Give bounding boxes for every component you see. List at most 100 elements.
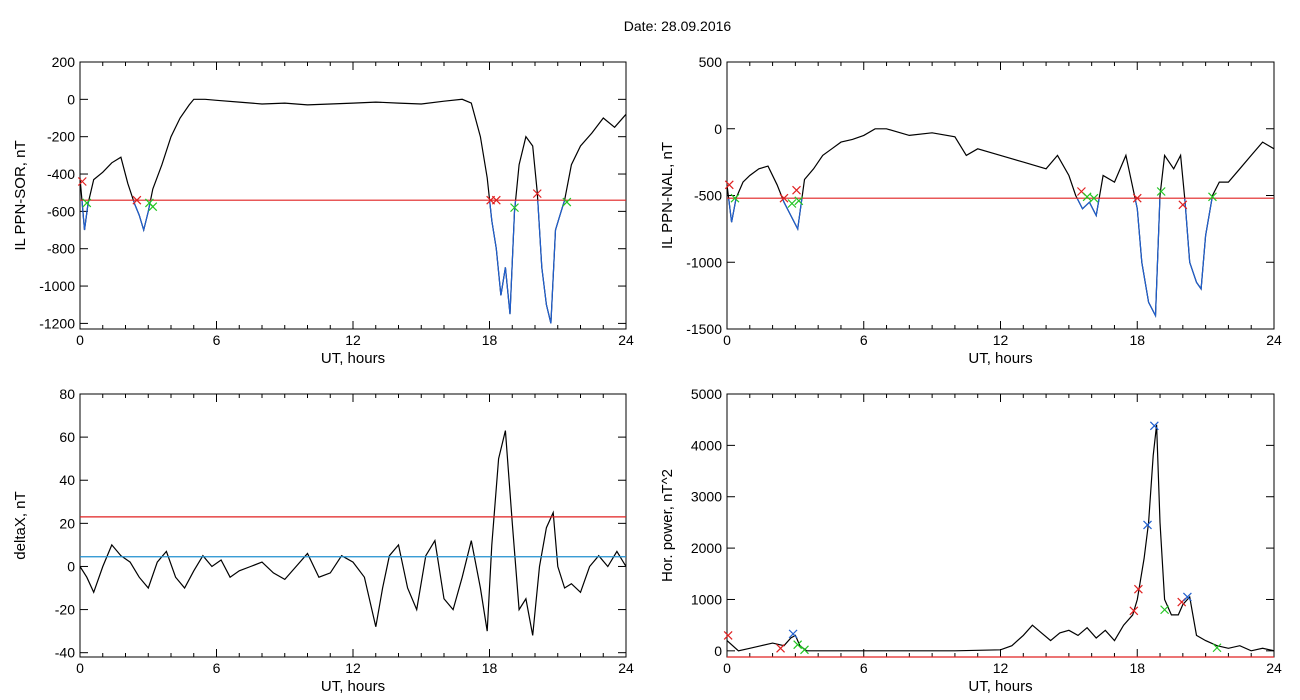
marker-blue [788, 629, 798, 639]
x-tick-label: 12 [993, 660, 1009, 676]
x-tick-label: 12 [993, 332, 1009, 348]
x-tick-label: 24 [1266, 660, 1282, 676]
y-tick-label: 60 [59, 429, 75, 445]
marker-red [491, 195, 501, 205]
marker-green [1089, 193, 1099, 203]
y-tick-label: 200 [52, 54, 76, 70]
y-tick-label: -1000 [686, 254, 722, 270]
y-tick-label: 3000 [691, 489, 722, 505]
y-tick-label: 0 [714, 121, 722, 137]
x-tick-label: 24 [618, 660, 634, 676]
plot-frame [79, 393, 627, 658]
y-tick-label: -40 [55, 645, 75, 661]
x-tick-label: 0 [723, 660, 731, 676]
marker-red [77, 177, 87, 186]
marker-green [787, 199, 797, 208]
chart-il-ppn-nal: 0 6 12 18 24 500 0 -500 -1000 -1500 UT, hours IL PP… [659, 54, 1282, 367]
x-tick-label: 6 [860, 660, 868, 676]
marker-blue [1182, 592, 1192, 602]
marker-red [132, 195, 142, 205]
x-tick-label: 18 [1129, 660, 1145, 676]
marker-red [776, 643, 785, 653]
marker-green [148, 202, 158, 212]
y-tick-label: 20 [59, 515, 75, 531]
data-trace [727, 128, 1274, 318]
y-tick-label: -800 [47, 241, 75, 257]
x-tick-label: 0 [723, 332, 731, 348]
x-tick-label: 6 [213, 332, 221, 348]
y-tick-label: 80 [59, 386, 75, 402]
data-trace [80, 430, 626, 636]
x-axis-label: UT, hours [968, 678, 1032, 695]
y-axis-label: deltaX, nT [12, 491, 29, 559]
marker-green [1160, 605, 1170, 615]
marker-red [723, 631, 733, 640]
y-tick-label: -1200 [39, 315, 75, 331]
marker-blue [1143, 520, 1152, 530]
x-tick-label: 0 [76, 332, 84, 348]
marker-green [1156, 187, 1166, 196]
marker-green [562, 197, 572, 207]
y-tick-label: -1000 [39, 278, 75, 294]
marker-green [1082, 192, 1092, 202]
y-tick-label: 0 [714, 643, 722, 659]
marker-red [532, 189, 542, 199]
y-tick-label: 5000 [691, 386, 722, 402]
data-trace-below-threshold [728, 198, 1213, 318]
marker-green [730, 193, 740, 203]
data-trace-below-threshold [81, 200, 566, 324]
x-tick-label: 18 [482, 332, 498, 348]
y-tick-label: -20 [55, 602, 75, 618]
x-tick-label: 24 [1266, 332, 1282, 348]
marker-red [1178, 200, 1188, 210]
y-tick-label: 0 [67, 558, 75, 574]
x-tick-label: 24 [618, 332, 634, 348]
chart-date-title: Date: 28.09.2016 [623, 18, 732, 34]
plot-frame [726, 393, 1275, 658]
marker-green [800, 645, 809, 655]
y-axis-label: IL PPN-SOR, nT [12, 140, 29, 250]
plot-frame [726, 61, 1275, 330]
y-tick-label: -1500 [686, 321, 722, 337]
x-tick-label: 6 [860, 332, 868, 348]
marker-green [510, 203, 519, 213]
marker-green [82, 198, 92, 208]
marker-red [779, 193, 789, 203]
marker-red [792, 185, 801, 195]
y-tick-label: -500 [694, 188, 722, 204]
y-axis-label: Hor. power, nT^2 [659, 469, 676, 582]
chart-il-ppn-sor: 0 6 12 18 24 200 0 -200 -400 -600 -800 -1000 -1200 UT… [12, 54, 634, 367]
marker-red [1132, 193, 1142, 203]
marker-green [793, 640, 803, 650]
chart-hor-power: 0 6 12 18 24 5000 4000 3000 2000 1000 0 UT, hours Ho… [659, 386, 1282, 695]
y-tick-label: -200 [47, 129, 75, 145]
y-tick-label: -400 [47, 166, 75, 182]
marker-red [1129, 606, 1139, 616]
marker-red [1133, 584, 1143, 594]
x-tick-label: 18 [1129, 332, 1145, 348]
y-tick-label: 2000 [691, 540, 722, 556]
x-tick-label: 12 [345, 332, 361, 348]
marker-green [794, 196, 804, 206]
x-tick-label: 18 [482, 660, 498, 676]
y-tick-label: 1000 [691, 591, 722, 607]
y-tick-label: 40 [59, 472, 75, 488]
y-tick-label: 500 [699, 54, 723, 70]
x-tick-label: 0 [76, 660, 84, 676]
marker-green [1208, 192, 1217, 202]
y-tick-label: 0 [67, 91, 75, 107]
x-axis-label: UT, hours [321, 350, 385, 367]
y-axis-label: IL PPN-NAL, nT [659, 142, 676, 249]
x-tick-label: 6 [213, 660, 221, 676]
chart-delta-x: 0 6 12 18 24 80 60 40 20 0 -20 -40 UT, hours deltaX, … [12, 386, 634, 695]
x-tick-label: 12 [345, 660, 361, 676]
marker-red [724, 180, 734, 190]
data-trace [727, 424, 1274, 652]
marker-green [1212, 643, 1222, 653]
y-tick-label: -600 [47, 203, 75, 219]
y-tick-label: 4000 [691, 437, 722, 453]
x-axis-label: UT, hours [968, 350, 1032, 367]
marker-blue [1149, 421, 1159, 431]
x-axis-label: UT, hours [321, 678, 385, 695]
